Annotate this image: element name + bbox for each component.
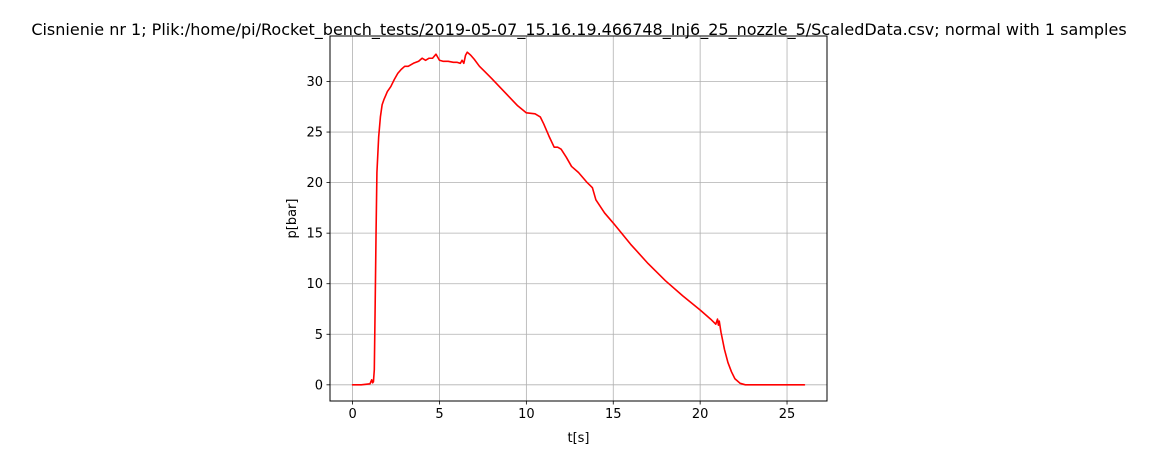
y-tick-label: 0 — [315, 378, 323, 393]
x-axis-label: t[s] — [567, 431, 589, 446]
y-tick-label: 30 — [306, 75, 323, 90]
grid — [330, 36, 827, 401]
y-axis-label: p[bar] — [285, 199, 300, 239]
x-tick-label: 15 — [605, 407, 622, 422]
y-tick-label: 5 — [315, 328, 323, 343]
x-tick-label: 0 — [348, 407, 356, 422]
x-tick-label: 5 — [435, 407, 443, 422]
x-tick-label: 20 — [692, 407, 709, 422]
ticks: 0 5 10 15 20 25 0 5 10 15 20 25 30 — [306, 75, 795, 422]
axes-frame — [329, 35, 828, 402]
x-tick-label: 25 — [779, 407, 796, 422]
plot-area — [351, 51, 806, 386]
series-line — [351, 51, 806, 386]
y-tick-label: 20 — [306, 176, 323, 191]
x-tick-label: 10 — [518, 407, 535, 422]
y-tick-label: 15 — [306, 227, 323, 242]
chart-title: Cisnienie nr 1; Plik:/home/pi/Rocket_ben… — [31, 20, 1126, 40]
y-tick-label: 25 — [306, 126, 323, 141]
y-tick-label: 10 — [306, 277, 323, 292]
